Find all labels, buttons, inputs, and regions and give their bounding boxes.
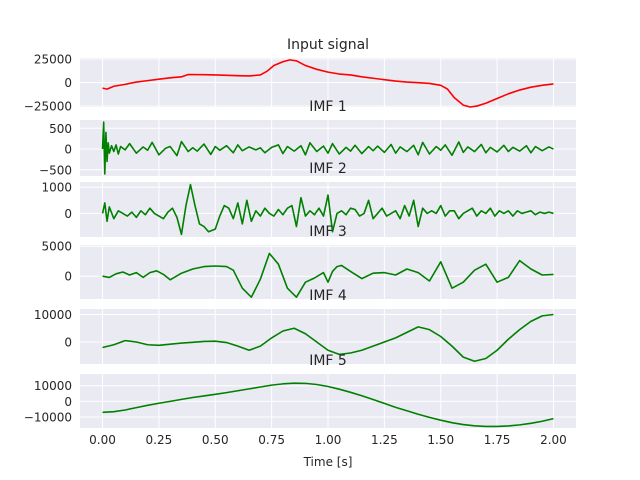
y-tick-label: −25000 <box>24 100 72 114</box>
subplot-5: 0 10000 IMF 4 <box>34 288 576 364</box>
y-tick-label: 10000 <box>34 379 72 393</box>
y-tick-label: 5000 <box>41 240 72 254</box>
subplot-3: 0 1000 IMF 2 <box>41 161 576 237</box>
y-tick-label: 0 <box>64 270 72 284</box>
x-tick-label: 1.75 <box>484 433 511 447</box>
subplot-title: IMF 2 <box>309 161 347 177</box>
x-tick-label: 1.00 <box>315 433 342 447</box>
series-line <box>102 252 554 298</box>
subplot-title: IMF 4 <box>309 288 347 304</box>
x-tick-label: 1.25 <box>371 433 398 447</box>
series-line <box>101 183 554 236</box>
y-tick-label: 1000 <box>41 181 72 195</box>
x-tick-label: 0.75 <box>258 433 285 447</box>
x-tick-label: 0.25 <box>146 433 173 447</box>
y-tick-label: 0 <box>64 336 72 350</box>
y-tick-label: 0 <box>64 76 72 90</box>
y-tick-label: 500 <box>49 122 72 136</box>
subplot-title: IMF 3 <box>309 224 347 240</box>
y-tick-label: −10000 <box>24 411 72 425</box>
x-tick-label: 1.50 <box>427 433 454 447</box>
y-tick-label: 10000 <box>34 308 72 322</box>
subplot-6: −10000 0 10000 IMF 5 0.00 0.25 0.50 0.75 1.00 1.2… <box>24 353 576 469</box>
y-tick-label: 0 <box>64 207 72 221</box>
subplot-title: Input signal <box>287 37 369 53</box>
series-line <box>102 59 554 108</box>
x-tick-label: 0.00 <box>89 433 116 447</box>
y-tick-label: 25000 <box>34 52 72 66</box>
subplot-2: −500 0 500 IMF 1 <box>39 99 576 177</box>
subplot-title: IMF 5 <box>309 353 347 369</box>
subplot-title: IMF 1 <box>309 99 347 115</box>
series-line <box>102 382 554 428</box>
subplot-4: 0 5000 IMF 3 <box>41 224 576 299</box>
y-tick-label: 0 <box>64 395 72 409</box>
x-tick-label: 0.50 <box>202 433 229 447</box>
y-tick-label: 0 <box>64 143 72 157</box>
y-tick-label: −500 <box>39 163 72 177</box>
subplot-1: −25000 0 25000 Input signal <box>24 37 576 114</box>
x-axis-label: Time [s] <box>303 455 353 469</box>
subplot-stack: −25000 0 25000 Input signal −500 0 500 IMF 1 0 10… <box>24 37 576 469</box>
series-line <box>101 121 554 175</box>
series-line <box>102 313 554 363</box>
x-tick-label: 2.00 <box>540 433 567 447</box>
